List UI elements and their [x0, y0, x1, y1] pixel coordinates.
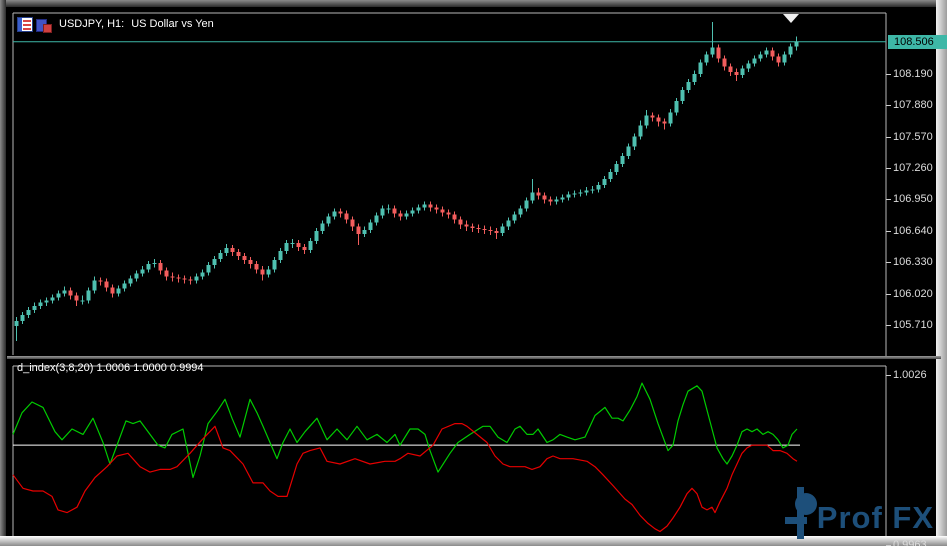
current-price-tag: 108.506 [888, 34, 947, 49]
symbol-chart-icon[interactable] [36, 18, 52, 33]
window-frame-bottom [0, 536, 947, 546]
pane-separator[interactable] [7, 356, 941, 359]
indicator-scale-bottom: 0.9963 [893, 538, 927, 546]
chart-shift-marker-icon [783, 14, 799, 23]
price-tick-label: 106.950 [893, 193, 933, 206]
axis-tick-mark [886, 105, 891, 107]
axis-tick-mark [886, 167, 891, 169]
axis-tick-mark [886, 199, 891, 201]
chart-title-text: USDJPY, H1: US Dollar vs Yen [59, 18, 214, 30]
report-table-icon[interactable] [17, 16, 33, 32]
indicator-line-down [12, 422, 798, 533]
price-tick-label: 106.330 [893, 256, 933, 269]
axis-tick-mark [886, 136, 891, 138]
axis-tick-mark [886, 230, 891, 232]
indicator-scale-top: 1.0026 [893, 369, 927, 381]
window-frame-top [0, 0, 947, 7]
price-tick-label: 106.020 [893, 287, 933, 300]
window-frame-left [0, 0, 6, 546]
watermark-candle-icon [784, 487, 817, 539]
axis-tick-mark [886, 325, 891, 326]
main-price-pane[interactable] [6, 7, 936, 356]
price-tick-label: 107.260 [893, 161, 933, 174]
watermark: Prof FX [784, 487, 934, 539]
indicator-line-up [12, 382, 798, 479]
axis-tick-mark [886, 544, 891, 546]
axis-tick-mark [886, 73, 891, 75]
axis-tick-mark [886, 293, 891, 295]
watermark-text: Prof FX [816, 500, 934, 535]
price-tick-label: 105.710 [893, 319, 933, 331]
axis-tick-mark [886, 262, 891, 264]
axis-tick-mark [886, 375, 891, 376]
price-tick-label: 108.190 [893, 67, 933, 80]
chart-title-bar: USDJPY, H1: US Dollar vs Yen [17, 15, 214, 33]
window-frame-right [936, 0, 947, 546]
indicator-pane[interactable] [6, 359, 936, 536]
price-tick-label: 107.570 [893, 130, 933, 143]
chart-content: USDJPY, H1: US Dollar vs Yen d_index(3,8,… [6, 7, 947, 546]
price-tick-label: 107.880 [893, 99, 933, 112]
indicator-label: d_index(3,8,20) 1.0006 1.0000 0.9994 [17, 362, 204, 374]
chart-symbol-period: USDJPY, H1: [59, 18, 125, 30]
price-tick-label: 106.640 [893, 224, 933, 237]
chart-description: US Dollar vs Yen [131, 18, 214, 30]
